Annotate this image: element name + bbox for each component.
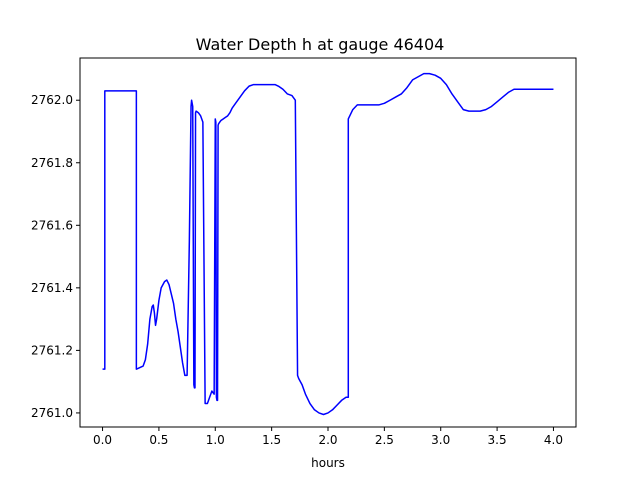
y-tick-label: 2761.2: [31, 343, 73, 357]
y-axis-ticks: 2761.0 2761.2 2761.4 2761.6 2761.8 2762.0: [31, 93, 80, 420]
y-tick-label: 2761.6: [31, 218, 73, 232]
y-tick-label: 2762.0: [31, 93, 73, 107]
series-layer: [102, 72, 554, 416]
x-tick-label: 1.0: [206, 433, 225, 447]
x-axis-label: hours: [311, 456, 345, 470]
x-tick-label: 0.5: [149, 433, 168, 447]
x-tick-label: 2.5: [375, 433, 394, 447]
x-tick-label: 3.0: [431, 433, 450, 447]
chart-title: Water Depth h at gauge 46404: [196, 35, 445, 54]
x-tick-label: 1.5: [262, 433, 281, 447]
x-tick-label: 2.0: [318, 433, 337, 447]
y-tick-label: 2761.0: [31, 406, 73, 420]
x-tick-label: 4.0: [544, 433, 563, 447]
x-tick-label: 3.5: [488, 433, 507, 447]
series-line-0: [102, 72, 554, 416]
x-axis-ticks: 0.0 0.5 1.0 1.5 2.0 2.5 3.0 3.5 4.0: [93, 427, 563, 447]
y-tick-label: 2761.8: [31, 156, 73, 170]
x-tick-label: 0.0: [93, 433, 112, 447]
plot-frame: [79, 57, 577, 428]
y-tick-label: 2761.4: [31, 281, 73, 295]
